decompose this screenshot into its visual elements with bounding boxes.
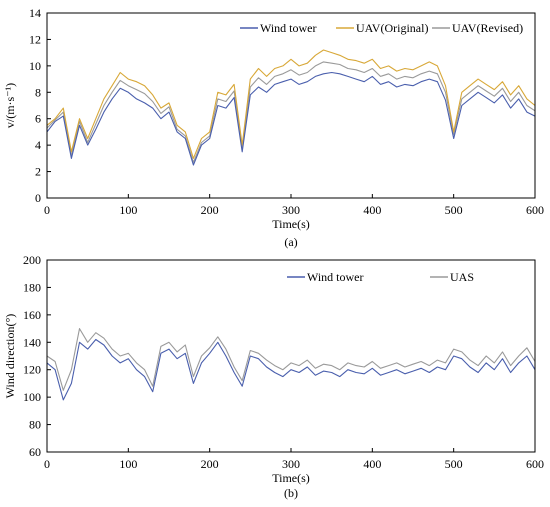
- x-tick-label-b-2: 200: [201, 457, 219, 471]
- legend-a: Wind tower UAV(Original) UAV(Revised): [240, 21, 523, 35]
- x-tick-label-b-0: 0: [44, 457, 50, 471]
- x-tick-label-b-3: 300: [282, 457, 300, 471]
- y-tick-label-b-5: 160: [23, 308, 41, 322]
- ticks-b: 0 100 200 300 400 500 600 60 80 100 120 140 160 180 20…: [23, 253, 544, 471]
- y-tick-label-b-1: 80: [29, 418, 41, 432]
- series-layer-b: [46, 328, 536, 401]
- panel-label-b: (b): [284, 486, 298, 500]
- y-tick-label-a-2: 4: [35, 138, 41, 152]
- y-tick-label-b-2: 100: [23, 390, 41, 404]
- series-layer-a: [46, 49, 536, 166]
- y-tick-label-b-3: 120: [23, 363, 41, 377]
- y-axis-label-b: Wind direction(°): [3, 314, 17, 399]
- series-line-b-1: [46, 328, 536, 391]
- y-tick-label-b-4: 140: [23, 335, 41, 349]
- series-line-a-1: [46, 49, 536, 159]
- legend-label-a-0: Wind tower: [260, 21, 317, 35]
- x-tick-label-b-6: 600: [526, 457, 544, 471]
- x-tick-label-a-3: 300: [282, 203, 300, 217]
- y-tick-label-b-6: 180: [23, 280, 41, 294]
- x-axis-label-b: Time(s): [272, 471, 310, 485]
- x-tick-label-a-6: 600: [526, 203, 544, 217]
- series-line-a-2: [46, 61, 536, 163]
- y-tick-label-b-7: 200: [23, 253, 41, 267]
- y-tick-label-a-6: 12: [29, 32, 41, 46]
- legend-label-b-0: Wind tower: [307, 270, 364, 284]
- x-tick-label-a-2: 200: [201, 203, 219, 217]
- x-axis-label-a: Time(s): [272, 217, 310, 231]
- legend-label-a-2: UAV(Revised): [452, 21, 523, 35]
- x-tick-label-a-1: 100: [119, 203, 137, 217]
- series-line-a-0: [46, 71, 536, 166]
- ticks-a: 0 100 200 300 400 500 600 0 2 4 6 8 10 12 14: [29, 6, 544, 217]
- x-tick-label-b-1: 100: [119, 457, 137, 471]
- panel-label-a: (a): [284, 235, 297, 249]
- y-tick-label-a-1: 2: [35, 165, 41, 179]
- x-tick-label-b-5: 500: [445, 457, 463, 471]
- legend-label-a-1: UAV(Original): [356, 21, 428, 35]
- x-tick-label-a-0: 0: [44, 203, 50, 217]
- y-tick-label-a-0: 0: [35, 191, 41, 205]
- y-tick-label-a-5: 10: [29, 59, 41, 73]
- legend-b: Wind tower UAS: [287, 270, 474, 284]
- chart-panel-a: 0 100 200 300 400 500 600 0 2 4 6 8 10 12 14 Wind towe…: [3, 6, 544, 249]
- y-tick-label-a-4: 8: [35, 85, 41, 99]
- x-tick-label-a-5: 500: [445, 203, 463, 217]
- y-tick-label-a-3: 6: [35, 112, 41, 126]
- series-line-b-0: [46, 338, 536, 401]
- chart-panel-b: 0 100 200 300 400 500 600 60 80 100 120 140 160 180 20…: [3, 253, 544, 500]
- y-axis-label-a: v/(m·s⁻¹): [3, 83, 17, 128]
- legend-label-b-1: UAS: [450, 270, 474, 284]
- x-tick-label-a-4: 400: [363, 203, 381, 217]
- y-tick-label-a-7: 14: [29, 6, 41, 20]
- y-tick-label-b-0: 60: [29, 445, 41, 459]
- x-tick-label-b-4: 400: [363, 457, 381, 471]
